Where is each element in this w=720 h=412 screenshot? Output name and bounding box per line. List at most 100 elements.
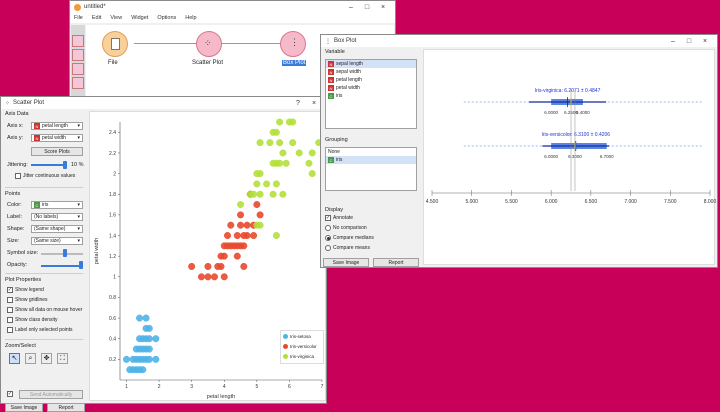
close-icon[interactable]: × — [702, 37, 708, 45]
menu-widget[interactable]: Widget — [131, 15, 149, 21]
toolbox-table-icon[interactable] — [72, 35, 84, 47]
data-point — [263, 180, 271, 188]
menu-options[interactable]: Options — [157, 15, 177, 21]
toolbox-dots-icon[interactable] — [72, 63, 84, 75]
grouping-title: Grouping — [325, 137, 348, 143]
label-combo[interactable]: (No labels) ▾ — [31, 213, 83, 221]
menu-file[interactable]: File — [74, 15, 83, 21]
points-title: Points — [5, 191, 21, 197]
symbol-size-slider[interactable] — [41, 253, 83, 255]
boxplot-area[interactable]: 4.500 5.000 5.500 6.000 6.500 7.000 7.500 8.000… — [423, 49, 716, 266]
show-class-density-checkbox[interactable]: Show class density — [7, 317, 58, 323]
grouping-item[interactable]: None — [326, 148, 416, 156]
menu-edit[interactable]: Edit — [91, 15, 102, 21]
label-only-selected-checkbox[interactable]: Label only selected points — [7, 327, 73, 333]
radio-icon — [325, 225, 331, 231]
shape-combo[interactable]: (Same shape) ▾ — [31, 225, 83, 233]
opacity-slider-handle[interactable] — [79, 261, 83, 269]
axis-y-label: Axis y: — [7, 135, 24, 141]
auto-send-checkbox[interactable]: ✓ — [7, 391, 13, 397]
show-all-data-checkbox[interactable]: Show all data on mouse hover — [7, 307, 82, 313]
size-combo[interactable]: (Same size) ▾ — [31, 237, 83, 245]
data-point — [305, 159, 313, 167]
color-value: iris — [42, 202, 49, 208]
menu-view[interactable]: View — [110, 15, 123, 21]
scatter-plot-area[interactable]: 1 2 3 4 5 6 7 0.2 0.4 0.6 0.8 1 1.2 1.4 1.6 1.8 2 2.2 2.4 p… — [89, 111, 326, 401]
scatter-help-icon[interactable]: ? — [296, 99, 300, 107]
symbol-size-slider-handle[interactable] — [63, 249, 67, 257]
close-icon[interactable]: × — [380, 3, 386, 11]
checkbox-box — [7, 327, 13, 333]
opacity-slider[interactable] — [41, 265, 83, 267]
x-tick-label: 7.000 — [624, 199, 637, 205]
symbol-size-label: Symbol size: — [7, 250, 39, 256]
scatter-legend: Iris-setosa Iris-versicolor Iris-virgini… — [280, 330, 324, 364]
data-point — [233, 232, 241, 240]
box-chart[interactable]: 4.500 5.000 5.500 6.000 6.500 7.000 7.500 8.000… — [424, 50, 716, 266]
select-tool-button[interactable]: ↖ — [9, 353, 20, 364]
save-image-button[interactable]: Save Image — [5, 403, 43, 412]
data-point — [210, 273, 218, 281]
show-legend-checkbox[interactable]: ✓ Show legend — [7, 287, 44, 293]
categorical-icon: C — [328, 93, 334, 99]
data-point — [240, 262, 248, 270]
toolbox-scatter-icon[interactable] — [72, 49, 84, 61]
jittering-slider[interactable] — [31, 164, 67, 166]
annotate-checkbox[interactable]: ✓ Annotate — [325, 215, 353, 221]
minimize-icon[interactable]: – — [671, 37, 675, 45]
data-point — [256, 139, 264, 147]
radio-icon — [325, 245, 331, 251]
data-point — [266, 139, 274, 147]
zoom-tool-button[interactable]: ⌕ — [25, 353, 36, 364]
box-plot-widget[interactable]: ⋮ — [280, 31, 306, 57]
data-point — [123, 355, 131, 363]
jittering-slider-handle[interactable] — [63, 161, 67, 169]
scatter-close-icon[interactable]: × — [311, 99, 317, 107]
data-point — [289, 139, 297, 147]
report-button[interactable]: Report — [47, 403, 85, 412]
data-point — [246, 190, 254, 198]
no-comparison-radio[interactable]: No comparison — [325, 225, 367, 231]
data-point — [152, 355, 160, 363]
score-plots-button[interactable]: Score Plots — [31, 147, 83, 156]
maximize-icon[interactable]: □ — [364, 3, 370, 11]
jitter-continuous-checkbox[interactable]: Jitter continuous values — [15, 173, 75, 179]
minimize-icon[interactable]: – — [349, 3, 353, 11]
size-label: Size: — [7, 238, 20, 244]
compare-means-radio[interactable]: Compare means — [325, 245, 370, 251]
compare-medians-radio[interactable]: Compare medians — [325, 235, 374, 241]
data-point — [256, 170, 264, 178]
boxplot-save-image-button[interactable]: Save Image — [323, 258, 369, 267]
file-widget[interactable] — [102, 31, 128, 57]
send-automatically-button[interactable]: Send Automatically — [19, 390, 83, 399]
scatter-plot-widget[interactable]: ⁘ — [196, 31, 222, 57]
reset-zoom-button[interactable]: ⛶ — [57, 353, 68, 364]
toolbox-sieve-icon[interactable] — [72, 77, 84, 89]
chevron-down-icon: ▾ — [77, 135, 80, 141]
menu-help[interactable]: Help — [185, 15, 197, 21]
jitter-continuous-label: Jitter continuous values — [23, 173, 76, 179]
chevron-down-icon: ▾ — [77, 123, 80, 129]
compare-medians-label: Compare medians — [333, 235, 374, 241]
data-point — [237, 221, 245, 229]
checkbox-checked-icon: ✓ — [325, 214, 331, 221]
maximize-icon[interactable]: □ — [686, 37, 692, 45]
show-gridlines-checkbox[interactable]: Show gridlines — [7, 297, 48, 303]
scatter-chart[interactable]: 1 2 3 4 5 6 7 0.2 0.4 0.6 0.8 1 1.2 1.4 1.6 1.8 2 2.2 2.4 p… — [90, 112, 327, 402]
boxplot-report-button[interactable]: Report — [373, 258, 419, 267]
legend-dot — [283, 333, 288, 339]
pan-tool-button[interactable]: ✥ — [41, 353, 52, 364]
x-tick-label: 6.000 — [545, 199, 558, 205]
